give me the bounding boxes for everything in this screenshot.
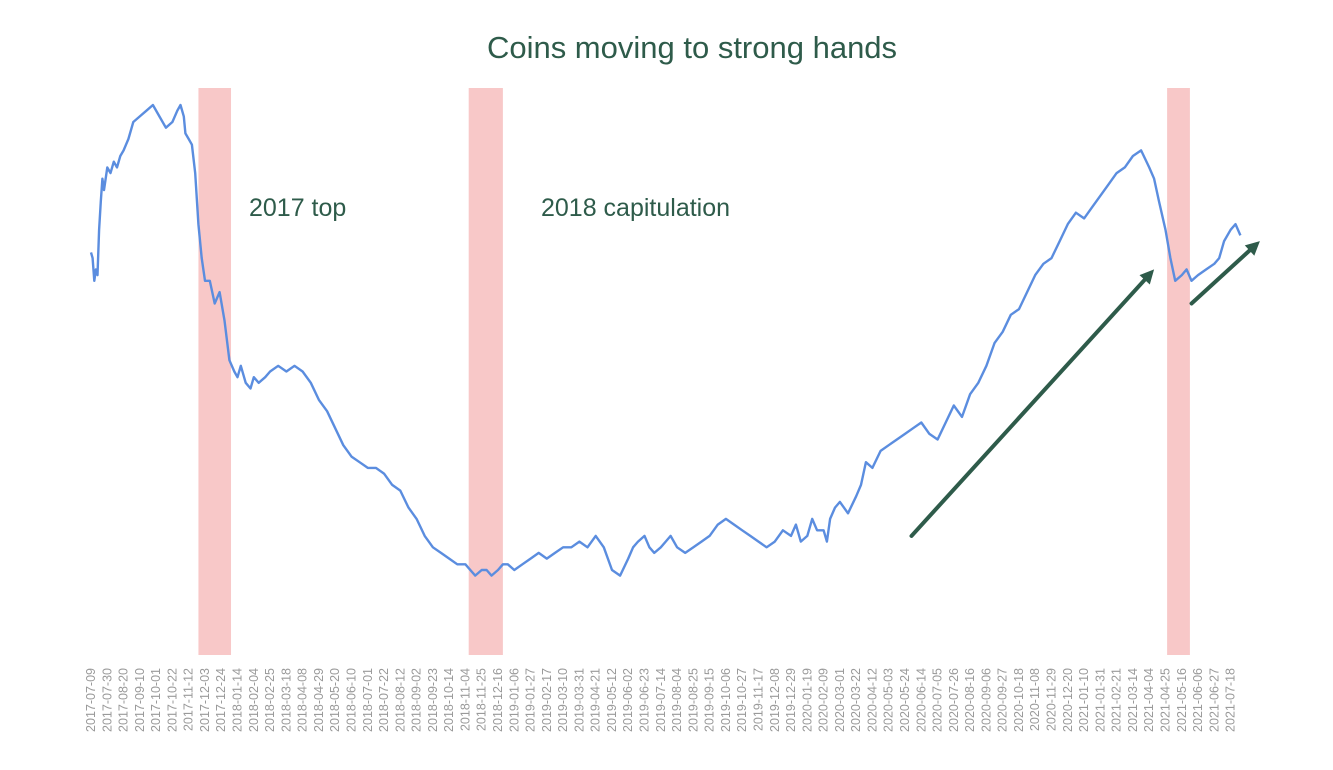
x-tick-label: 2017-07-09 [84,668,98,732]
x-tick-label: 2018-04-08 [296,668,310,732]
x-tick-label: 2018-07-01 [361,668,375,732]
x-tick-label: 2020-11-08 [1028,668,1042,731]
x-tick-label: 2020-05-24 [898,668,912,732]
trend-arrow-0 [909,269,1155,538]
x-tick-label: 2020-11-29 [1045,668,1059,731]
highlight-band-2 [1167,88,1190,655]
x-tick-label: 2019-12-08 [768,668,782,732]
x-tick-label: 2018-08-12 [393,668,407,732]
x-tick-label: 2021-04-25 [1158,668,1172,732]
x-tick-label: 2018-03-18 [279,668,293,732]
x-tick-label: 2019-09-15 [703,668,717,732]
x-tick-label: 2018-07-22 [377,668,391,732]
x-axis-ticks: 2017-07-09 2017-07-30 2017-08-20 2017-09-10… [84,668,1238,732]
x-tick-label: 2018-11-25 [475,668,489,731]
trend-arrows [909,241,1260,538]
x-tick-label: 2018-09-23 [426,668,440,732]
x-tick-label: 2020-07-26 [947,668,961,732]
x-tick-label: 2018-12-16 [491,668,505,732]
x-tick-label: 2020-03-01 [833,668,847,732]
x-tick-label: 2018-04-29 [312,668,326,732]
x-tick-label: 2019-06-02 [621,668,635,732]
x-tick-label: 2019-01-06 [507,668,521,732]
x-tick-label: 2019-08-25 [686,668,700,732]
x-tick-label: 2017-11-12 [182,668,196,731]
highlight-band-0 [198,88,232,655]
x-tick-label: 2020-10-18 [1012,668,1026,732]
x-tick-label: 2019-05-12 [605,668,619,732]
x-tick-label: 2018-05-20 [328,668,342,732]
x-tick-label: 2017-08-20 [117,668,131,732]
x-tick-label: 2019-06-23 [638,668,652,732]
x-tick-label: 2020-05-03 [882,668,896,732]
x-tick-label: 2018-11-04 [458,668,472,731]
x-tick-label: 2020-08-16 [963,668,977,732]
x-tick-label: 2021-02-21 [1110,668,1124,732]
x-tick-label: 2018-10-14 [442,668,456,732]
chart-title: Coins moving to strong hands [487,30,897,65]
x-tick-label: 2019-11-17 [751,668,765,731]
x-tick-label: 2020-01-19 [800,668,814,732]
x-tick-label: 2021-01-31 [1093,668,1107,732]
x-tick-label: 2020-06-14 [914,668,928,732]
x-tick-label: 2019-10-06 [719,668,733,732]
series-line-0 [89,103,1242,577]
x-tick-label: 2019-07-14 [654,668,668,732]
x-tick-label: 2019-02-17 [540,668,554,732]
highlight-bands [198,88,1190,655]
x-tick-label: 2020-04-12 [865,668,879,732]
x-tick-label: 2020-09-27 [996,668,1010,732]
highlight-band-1 [468,88,503,655]
x-tick-label: 2018-09-02 [410,668,424,732]
x-tick-label: 2017-10-01 [149,668,163,732]
x-tick-label: 2019-01-27 [524,668,538,732]
x-tick-label: 2019-12-29 [784,668,798,732]
x-tick-label: 2017-12-24 [214,668,228,732]
x-tick-label: 2021-06-27 [1207,668,1221,732]
x-tick-label: 2018-02-04 [247,668,261,732]
x-tick-label: 2021-01-10 [1077,668,1091,732]
x-tick-label: 2018-06-10 [344,668,358,732]
x-tick-label: 2021-03-14 [1126,668,1140,732]
x-tick-label: 2020-12-20 [1061,668,1075,732]
x-tick-label: 2019-08-04 [670,668,684,732]
x-tick-label: 2021-06-06 [1191,668,1205,732]
x-tick-label: 2020-09-06 [979,668,993,732]
x-tick-label: 2017-10-22 [165,668,179,732]
x-tick-label: 2017-12-03 [198,668,212,732]
x-tick-label: 2019-10-27 [735,668,749,732]
x-tick-label: 2018-02-25 [263,668,277,732]
annotation-2017-top: 2017 top [249,194,346,222]
annotation-2018-capitulation: 2018 capitulation [541,194,730,222]
x-tick-label: 2017-07-30 [100,668,114,732]
x-tick-label: 2019-04-21 [589,668,603,732]
x-tick-label: 2018-01-14 [231,668,245,732]
x-tick-label: 2020-02-09 [817,668,831,732]
x-tick-label: 2021-07-18 [1224,668,1238,732]
x-tick-label: 2017-09-10 [133,668,147,732]
x-tick-label: 2021-05-16 [1175,668,1189,732]
x-tick-label: 2019-03-31 [572,668,586,732]
trend-arrow-1 [1189,241,1260,306]
series-line-group [89,103,1242,577]
x-tick-label: 2021-04-04 [1142,668,1156,732]
x-tick-label: 2020-07-05 [931,668,945,732]
x-tick-label: 2020-03-22 [849,668,863,732]
x-tick-label: 2019-03-10 [556,668,570,732]
